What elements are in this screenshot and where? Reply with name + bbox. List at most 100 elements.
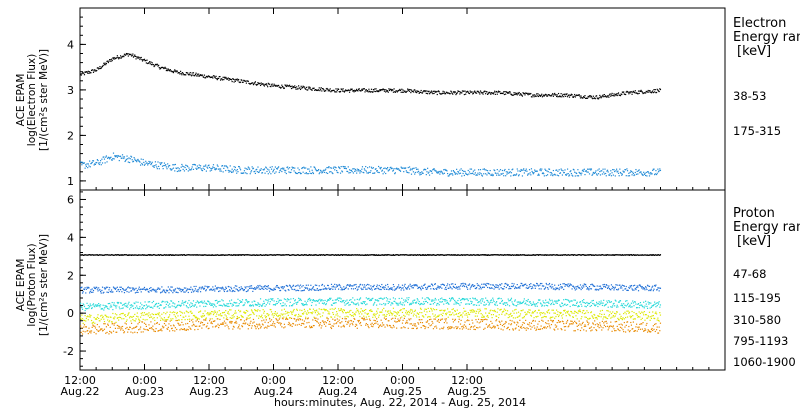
data-point: [338, 254, 340, 256]
data-point: [278, 314, 280, 316]
data-point: [330, 91, 332, 93]
data-point: [115, 254, 117, 256]
data-point: [523, 168, 525, 170]
data-point: [588, 173, 591, 175]
data-point: [135, 254, 137, 256]
data-point: [334, 91, 336, 93]
data-point: [97, 290, 99, 292]
data-point: [163, 67, 165, 70]
data-point: [80, 161, 82, 163]
data-point: [454, 91, 456, 93]
data-point: [201, 254, 204, 256]
data-point: [181, 302, 183, 304]
data-point: [566, 93, 568, 95]
data-point: [451, 288, 453, 290]
data-point: [137, 254, 139, 256]
data-point: [324, 254, 326, 256]
data-point: [383, 286, 385, 288]
data-point: [107, 60, 109, 62]
data-point: [224, 314, 226, 316]
data-point: [585, 302, 587, 304]
data-point: [168, 69, 170, 71]
data-point: [262, 169, 264, 171]
data-point: [426, 288, 428, 290]
data-point: [238, 78, 240, 81]
data-point: [550, 254, 552, 256]
data-point: [246, 173, 248, 175]
data-point: [601, 170, 603, 172]
data-point: [624, 93, 626, 96]
data-point: [203, 254, 205, 256]
data-point: [117, 302, 119, 305]
data-point: [169, 289, 171, 291]
data-point: [109, 302, 111, 305]
data-point: [345, 312, 347, 314]
data-point: [238, 309, 240, 311]
data-point: [121, 291, 123, 293]
data-point: [645, 174, 647, 177]
data-point: [350, 88, 353, 91]
data-point: [276, 254, 278, 256]
data-point: [441, 171, 443, 173]
data-point: [241, 287, 244, 290]
data-point: [390, 254, 393, 256]
data-point: [209, 254, 211, 256]
data-point: [492, 175, 494, 177]
data-point: [363, 301, 365, 303]
data-point: [548, 168, 550, 170]
data-point: [144, 163, 146, 165]
data-point: [115, 321, 117, 323]
data-point: [501, 299, 504, 302]
data-point: [181, 289, 184, 292]
data-point: [118, 301, 120, 304]
data-point: [539, 299, 541, 301]
data-point: [241, 79, 243, 81]
data-point: [645, 303, 647, 305]
data-point: [572, 304, 574, 306]
data-point: [105, 314, 107, 316]
data-point: [435, 170, 437, 172]
data-point: [448, 287, 450, 289]
data-point: [298, 299, 300, 302]
data-point: [270, 85, 272, 88]
data-point: [562, 305, 564, 307]
data-point: [546, 170, 548, 172]
data-point: [590, 254, 593, 256]
data-point: [587, 95, 589, 98]
data-point: [270, 254, 272, 256]
data-point: [182, 289, 184, 291]
data-point: [310, 289, 313, 291]
data-point: [521, 254, 524, 256]
data-point: [625, 93, 627, 96]
data-point: [541, 305, 543, 307]
data-point: [387, 298, 389, 300]
data-point: [629, 171, 631, 174]
data-point: [412, 254, 415, 256]
data-point: [419, 286, 421, 288]
data-point: [141, 162, 143, 165]
data-point: [119, 55, 122, 57]
data-point: [149, 63, 151, 65]
data-point: [134, 292, 137, 294]
data-point: [97, 159, 99, 162]
data-point: [562, 254, 564, 256]
data-point: [335, 88, 337, 90]
data-point: [128, 312, 130, 314]
data-point: [635, 287, 638, 289]
data-point: [170, 169, 173, 171]
data-point: [87, 72, 89, 74]
data-point: [545, 254, 547, 256]
data-point: [233, 287, 235, 289]
data-point: [83, 74, 86, 76]
data-point: [291, 288, 293, 291]
data-point: [341, 171, 344, 173]
data-point: [196, 290, 198, 292]
data-point: [121, 254, 123, 256]
data-point: [414, 173, 416, 175]
data-point: [233, 301, 235, 304]
data-point: [422, 172, 424, 174]
data-point: [187, 170, 189, 172]
data-point: [127, 287, 129, 289]
data-point: [367, 172, 369, 174]
data-point: [420, 302, 422, 305]
